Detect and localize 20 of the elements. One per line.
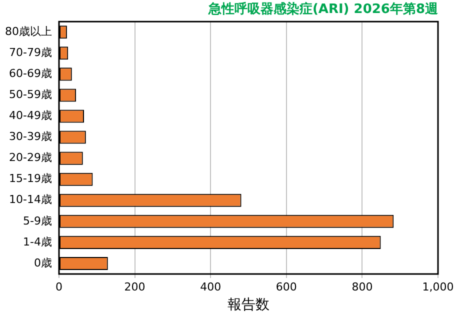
x-tick-label: 1,000 [422, 280, 454, 294]
y-tick-label: 80歳以上 [4, 24, 52, 38]
x-tick-label: 800 [352, 280, 373, 294]
chart-title: 急性呼吸器感染症(ARI) 2026年第8週 [207, 1, 439, 18]
y-tick-label: 40-49歳 [9, 109, 52, 122]
y-tick-label: 0歳 [34, 256, 52, 270]
x-tick-label: 400 [200, 280, 222, 294]
y-tick-label: 50-59歳 [9, 88, 52, 102]
y-tick-label: 15-19歳 [9, 172, 52, 186]
y-tick-label: 10-14歳 [9, 193, 52, 206]
x-tick-label: 200 [124, 280, 146, 294]
y-tick-label: 30-39歳 [9, 130, 52, 144]
y-tick-label: 5-9歳 [23, 214, 52, 228]
y-tick-label: 1-4歳 [23, 235, 52, 248]
x-tick-label: 0 [55, 280, 62, 294]
x-axis-title: 報告数 [228, 297, 270, 314]
y-tick-label: 70-79歳 [9, 46, 52, 60]
y-tick-label: 20-29歳 [9, 151, 52, 164]
y-tick-label: 60-69歳 [9, 67, 52, 80]
x-tick-label: 600 [276, 280, 297, 294]
